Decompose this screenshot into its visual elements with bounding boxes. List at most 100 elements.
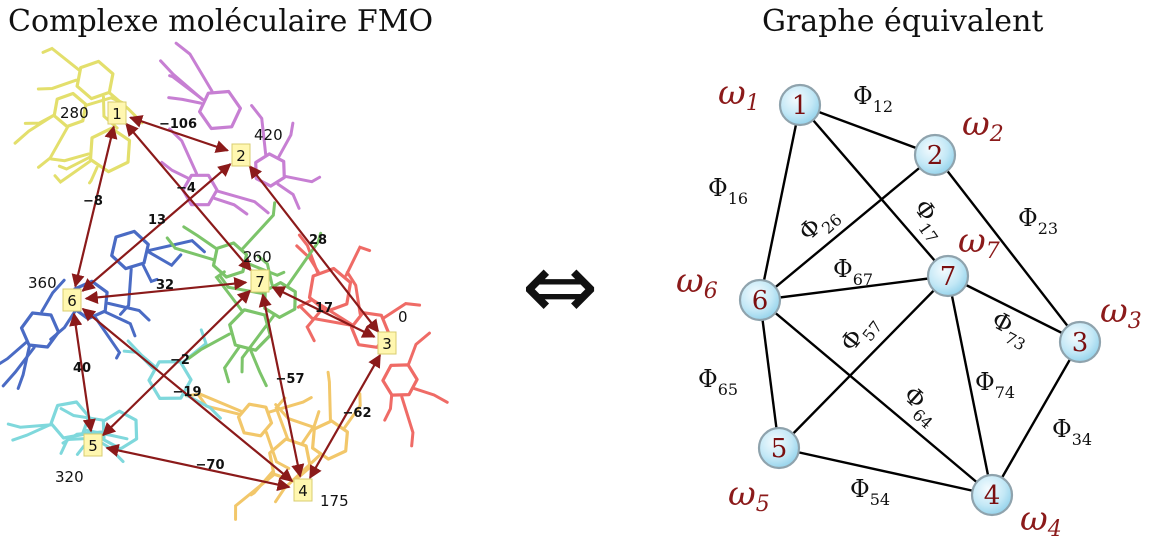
omega-label-3: ω3 [1100, 291, 1142, 334]
pigment-branch-site-1 [41, 46, 81, 72]
graph-edge-1-2 [799, 103, 936, 157]
pigment-branch-site-6 [141, 262, 159, 284]
site-label-2: 2 [236, 147, 246, 165]
coupling-value-6-5: 40 [73, 361, 91, 376]
pigment-branch-site-1 [13, 113, 56, 145]
coupling-arrows: −106 −8 −4 13 28 32 17 40 −2 −19 −57 −62 −70 [69, 115, 382, 492]
graph-node-6 [738, 278, 782, 322]
omega-label-5: ω5 [728, 474, 770, 517]
site-energy-5: 320 [55, 468, 84, 486]
graph-edge-3-4 [990, 341, 1082, 496]
pigment-ring-site-3 [381, 363, 419, 397]
graph-node-label-1: 1 [792, 91, 809, 121]
pigment-branch-site-6 [1, 346, 36, 388]
pigment-branch-site-2 [167, 96, 203, 105]
pigment-branch-site-3 [413, 387, 449, 404]
pigment-branch-site-1 [36, 78, 78, 91]
graph-edge-6-7 [759, 274, 949, 302]
graph-node-label-2: 2 [927, 141, 944, 171]
pigment-branch-site-4 [234, 472, 276, 521]
edge-label-phi-54: Φ54 [850, 475, 890, 509]
pigment-branch-site-2 [277, 121, 295, 159]
pigment-ring-site-2 [254, 152, 286, 188]
pigment-ring-site-6 [19, 311, 61, 349]
pigment-branch-site-2 [250, 104, 268, 156]
edge-label-phi-17: Φ17 [903, 194, 954, 246]
site-box-1 [107, 101, 127, 125]
pigment-ring-site-1 [88, 126, 132, 174]
edge-label-phi-73: Φ73 [984, 306, 1035, 355]
graph-edges [758, 103, 1082, 497]
pigment-branch-site-7 [241, 201, 277, 250]
graph-edge-7-5 [778, 275, 949, 449]
coupling-value-7-5: −2 [170, 353, 190, 368]
coupling-arrow-3-4 [308, 354, 382, 479]
pigment-branch-site-5 [11, 422, 53, 442]
pigment-ring-site-2 [198, 89, 242, 131]
pigment-branch-site-1 [84, 96, 126, 107]
coupling-value-3-4: −62 [343, 406, 372, 421]
site-box-5 [83, 433, 103, 457]
omega-label-7: ω7 [958, 221, 1000, 264]
coupling-arrow-2-6 [81, 163, 232, 292]
pigment-branch-site-3 [383, 393, 394, 422]
graph-node-label-5: 5 [771, 434, 788, 464]
pigment-branch-site-3 [382, 302, 422, 320]
pigment-branch-site-7 [249, 349, 268, 388]
coupling-value-1-6: −8 [83, 194, 103, 209]
edge-label-phi-64: Φ64 [894, 381, 947, 433]
pigment-branch-site-6 [147, 250, 183, 268]
graph-edge-1-6 [758, 104, 802, 301]
coupling-value-6-4: −19 [173, 385, 202, 400]
coupling-value-2-3: 28 [309, 233, 327, 248]
site-energy-4: 175 [320, 492, 349, 510]
pigment-branch-site-6 [94, 316, 122, 360]
pigment-branch-site-1 [36, 125, 70, 169]
graph-node-label-4: 4 [984, 481, 1001, 511]
pigment-branch-site-7 [222, 346, 241, 384]
pigment-branch-site-2 [168, 74, 205, 101]
graph-node-4 [970, 473, 1014, 517]
left-panel-title: Complexe moléculaire FMO [8, 4, 434, 39]
pigment-branch-site-2 [174, 41, 214, 93]
coupling-value-5-4: −70 [196, 458, 225, 473]
site-energy-6: 360 [28, 274, 57, 292]
coupling-arrow-5-4 [105, 443, 291, 492]
pigment-branch-site-4 [326, 370, 332, 423]
pigment-branch-site-6 [0, 340, 28, 366]
omega-label-6: ω6 [676, 261, 718, 304]
site-energy-3: 0 [398, 308, 408, 326]
site-box-3 [377, 331, 397, 355]
coupling-value-7-4: −57 [276, 372, 305, 387]
edge-label-phi-67: Φ67 [833, 255, 873, 289]
coupling-value-6-7: 32 [156, 278, 174, 293]
graph-edge-6-4 [759, 299, 993, 496]
omega-label-2: ω2 [962, 104, 1004, 147]
pigment-branch-site-7 [182, 225, 219, 251]
coupling-value-7-3: 17 [315, 301, 333, 316]
pigment-branch-site-1 [88, 165, 99, 185]
site-label-3: 3 [382, 335, 392, 353]
edge-label-phi-16: Φ16 [708, 174, 748, 208]
pigment-branch-site-5 [126, 339, 156, 368]
edge-label-phi-65: Φ65 [698, 365, 738, 399]
edge-label-phi-12: Φ12 [853, 82, 893, 116]
pigment-branch-site-2 [213, 196, 249, 216]
pigment-branch-site-3 [400, 395, 415, 448]
graph-node-2 [913, 133, 957, 177]
graph-edge-7-4 [946, 275, 994, 496]
graph-node-3 [1058, 320, 1102, 364]
graph-node-label-3: 3 [1072, 328, 1089, 358]
graph-edge-1-7 [799, 104, 949, 277]
graph-edge-2-3 [934, 154, 1081, 343]
pigment-branch-site-2 [283, 174, 322, 184]
site-box-4 [293, 478, 313, 502]
graph-node-1 [778, 83, 822, 127]
pigment-branch-site-6 [40, 278, 66, 314]
site-box-6 [62, 288, 82, 312]
edge-label-phi-57: Φ57 [835, 308, 886, 360]
graph-node-7 [926, 254, 970, 298]
